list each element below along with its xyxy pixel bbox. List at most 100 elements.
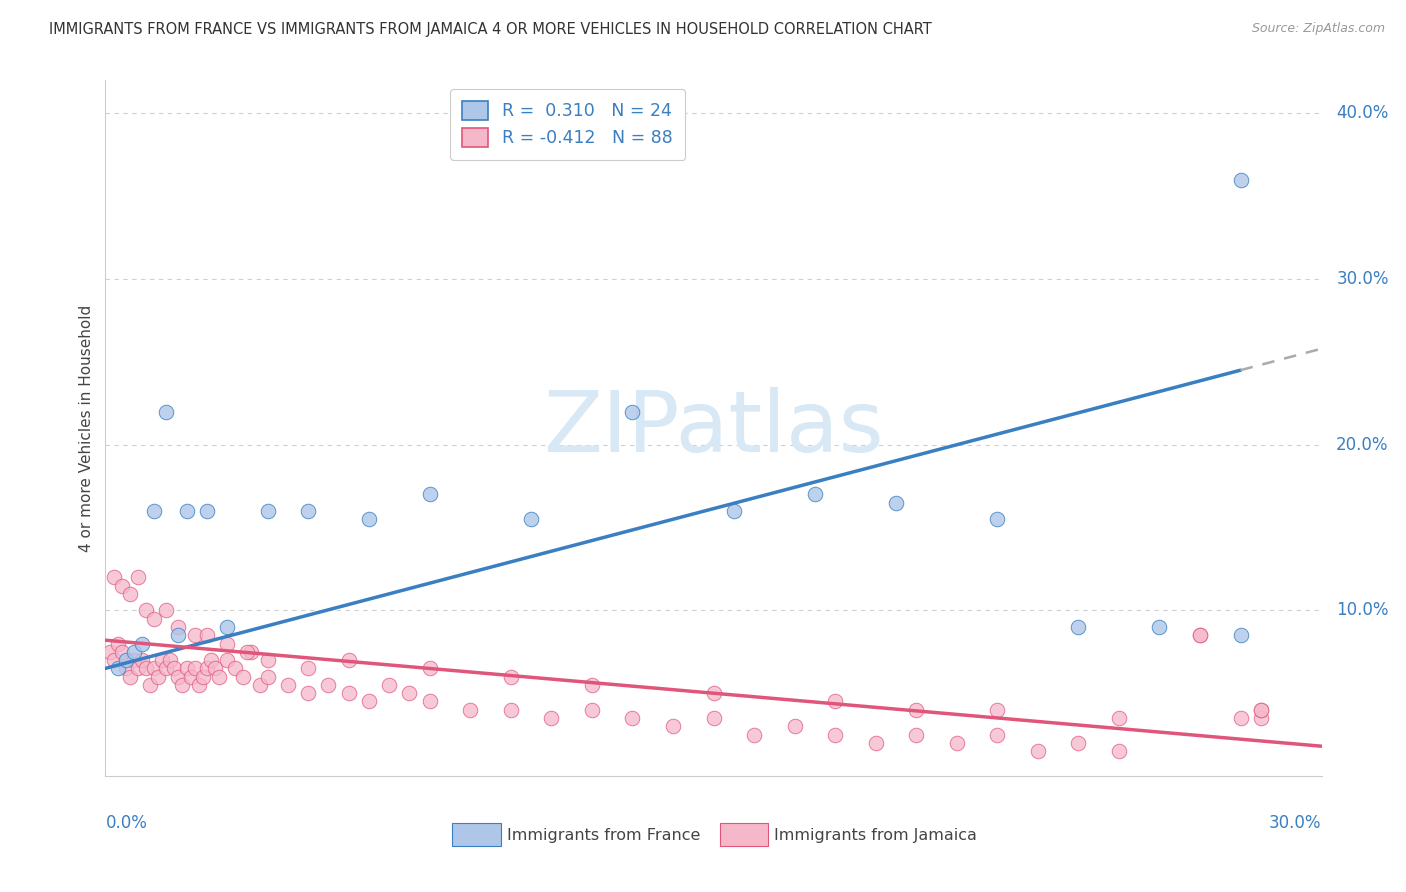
Point (122, 653, 145, 667)
Text: 30.0%: 30.0% (1270, 814, 1322, 832)
Point (127, 661, 149, 675)
Point (1250, 703, 1272, 717)
Text: ZIPatlas: ZIPatlas (543, 386, 884, 470)
Point (163, 661, 186, 675)
Point (114, 653, 136, 667)
Point (621, 404, 644, 418)
Point (865, 736, 887, 750)
Point (905, 728, 928, 742)
Point (204, 661, 226, 675)
Legend: R =  0.310   N = 24, R = -0.412   N = 88: R = 0.310 N = 24, R = -0.412 N = 88 (450, 89, 685, 160)
Point (1229, 172, 1251, 186)
Point (702, 686, 725, 700)
Text: 10.0%: 10.0% (1336, 601, 1389, 619)
FancyBboxPatch shape (720, 823, 768, 846)
Point (621, 711, 644, 725)
Point (783, 719, 806, 733)
Point (118, 670, 141, 684)
Point (357, 512, 380, 526)
Point (131, 636, 153, 650)
Point (256, 653, 278, 667)
Point (419, 694, 441, 708)
Point (945, 736, 967, 750)
Point (187, 678, 209, 692)
Text: Immigrants from France: Immigrants from France (506, 828, 700, 843)
FancyBboxPatch shape (453, 823, 501, 846)
Point (107, 661, 129, 675)
Point (155, 603, 177, 617)
Point (378, 678, 401, 692)
Point (167, 620, 190, 634)
Point (1189, 628, 1212, 642)
Point (1108, 711, 1130, 725)
Point (183, 661, 205, 675)
Point (155, 404, 177, 418)
Point (1250, 703, 1272, 717)
Point (176, 661, 198, 675)
Point (540, 711, 562, 725)
Point (111, 645, 134, 659)
Point (146, 670, 169, 684)
Point (167, 628, 190, 642)
Point (159, 653, 181, 667)
Point (200, 653, 222, 667)
Point (118, 587, 141, 601)
Point (1229, 711, 1251, 725)
Point (662, 719, 685, 733)
Point (191, 670, 214, 684)
Y-axis label: 4 or more Vehicles in Household: 4 or more Vehicles in Household (79, 304, 94, 552)
Point (742, 728, 765, 742)
Text: Source: ZipAtlas.com: Source: ZipAtlas.com (1251, 22, 1385, 36)
Point (499, 703, 522, 717)
Point (398, 686, 420, 700)
Point (217, 636, 239, 650)
Point (256, 504, 278, 518)
Point (122, 645, 145, 659)
Point (337, 686, 360, 700)
Point (419, 661, 441, 675)
Point (103, 570, 125, 584)
Point (236, 645, 259, 659)
Text: 30.0%: 30.0% (1336, 270, 1389, 288)
Point (297, 661, 319, 675)
Point (1067, 736, 1090, 750)
Point (103, 653, 125, 667)
Point (884, 496, 907, 510)
Point (1149, 620, 1171, 634)
Point (905, 703, 928, 717)
Point (297, 504, 319, 518)
Point (208, 670, 231, 684)
Point (458, 703, 481, 717)
Point (172, 678, 194, 692)
Point (155, 661, 177, 675)
Point (114, 661, 136, 675)
Point (297, 686, 319, 700)
Point (143, 661, 166, 675)
Point (107, 636, 129, 650)
Point (249, 678, 271, 692)
Point (804, 487, 827, 501)
Point (1189, 628, 1212, 642)
Text: IMMIGRANTS FROM FRANCE VS IMMIGRANTS FROM JAMAICA 4 OR MORE VEHICLES IN HOUSEHOL: IMMIGRANTS FROM FRANCE VS IMMIGRANTS FRO… (49, 22, 932, 37)
Point (232, 670, 254, 684)
Point (127, 570, 149, 584)
Point (224, 661, 246, 675)
Point (139, 678, 162, 692)
Point (135, 661, 157, 675)
Point (195, 504, 218, 518)
Point (176, 504, 198, 518)
Text: 0.0%: 0.0% (105, 814, 148, 832)
Point (581, 678, 603, 692)
Point (1250, 711, 1272, 725)
Point (195, 628, 218, 642)
Point (1229, 628, 1251, 642)
Point (357, 694, 380, 708)
Text: 40.0%: 40.0% (1336, 104, 1389, 122)
Point (217, 653, 239, 667)
Point (183, 628, 205, 642)
Point (256, 670, 278, 684)
Point (499, 670, 522, 684)
Point (167, 670, 190, 684)
Point (986, 512, 1008, 526)
Point (240, 645, 263, 659)
